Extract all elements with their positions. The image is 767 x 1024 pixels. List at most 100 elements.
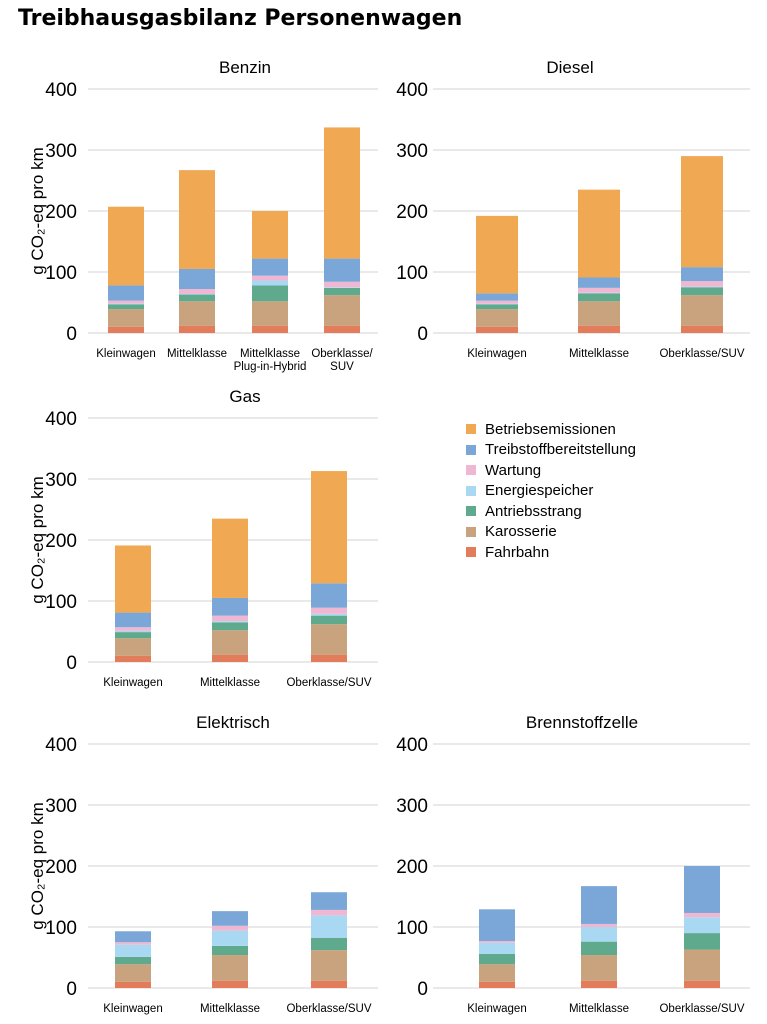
bar-segment-energiespeicher [179,293,215,295]
y-tick-label: 0 [66,653,77,674]
legend-label: Energiespeicher [485,482,594,500]
bar-segment-wartung [115,627,151,631]
bar-segment-energiespeicher [578,292,620,294]
bar-segment-wartung [681,281,723,287]
legend-item: Karosserie [466,522,636,543]
bar-segment-treibstoffbereitstellung [681,267,723,282]
bar-segment-wartung [115,942,151,945]
bar-segment-antriebsstrang [581,941,617,956]
x-tick-label: Mittelklasse [200,677,260,689]
bar-segment-treibstoffbereitstellung [108,285,144,301]
bar-segment-energiespeicher [681,286,723,288]
bar-segment-treibstoffbereitstellung [212,911,248,926]
bar-segment-karosserie [212,630,248,655]
x-tick-label: Mittelklasse [200,1003,260,1015]
bar-segment-treibstoffbereitstellung [311,583,347,608]
y-tick-label: 100 [396,263,428,284]
legend: Betriebsemissionen Treibstoffbereitstell… [466,419,636,563]
bar-segment-energiespeicher [252,280,288,286]
bar-segment-fahrbahn [324,325,360,333]
bar-segment-antriebsstrang [252,285,288,302]
bar-segment-treibstoffbereitstellung [684,866,720,913]
bar-segment-energiespeicher [476,303,518,305]
panel-title: Diesel [546,58,593,77]
legend-swatch [466,444,476,455]
bar-segment-wartung [311,607,347,614]
bar-segment-antriebsstrang [578,293,620,302]
bar-segment-wartung [252,275,288,281]
bar-segment-antriebsstrang [681,287,723,296]
bar-segment-treibstoffbereitstellung [115,612,151,628]
legend-item: Energiespeicher [466,481,636,502]
y-tick-label: 400 [45,80,77,101]
legend-item: Treibstoffbereitstellung [466,440,636,461]
legend-item: Antriebsstrang [466,501,636,522]
bar-segment-karosserie [115,638,151,656]
legend-item: Betriebsemissionen [466,419,636,440]
bar-segment-karosserie [479,964,515,982]
x-tick-label: Oberklasse/SUV [659,348,744,360]
y-tick-label: 400 [45,735,77,756]
legend-swatch [466,506,476,517]
bar-segment-karosserie [212,955,248,981]
bar-segment-karosserie [108,309,144,327]
bar-segment-treibstoffbereitstellung [578,277,620,288]
bar-segment-energiespeicher [311,915,347,938]
bar-segment-treibstoffbereitstellung [252,258,288,276]
bar-segment-fahrbahn [108,326,144,333]
x-tick-label: Kleinwagen [467,348,526,360]
y-tick-label: 0 [66,979,77,1000]
bar-segment-antriebsstrang [324,287,360,296]
bar-segment-energiespeicher [108,303,144,305]
y-tick-label: 100 [45,263,77,284]
bar-segment-fahrbahn [311,980,347,988]
bar-segment-wartung [479,941,515,943]
bar-segment-betriebsemissionen [252,211,288,259]
legend-label: Karosserie [485,523,557,541]
bar-segment-energiespeicher [324,287,360,288]
y-tick-label: 0 [417,324,428,345]
y-tick-label: 200 [396,857,428,878]
bar-segment-treibstoffbereitstellung [212,597,248,616]
y-tick-label: 400 [45,409,77,430]
bar-segment-fahrbahn [115,655,151,662]
y-axis-label: g CO₂-eq pro km [28,802,47,930]
bar-segment-energiespeicher [115,630,151,633]
bar-segment-treibstoffbereitstellung [581,886,617,924]
bar-segment-karosserie [684,949,720,981]
bar-segment-wartung [581,923,617,927]
panel-title: Elektrisch [196,713,270,732]
bar-segment-wartung [108,300,144,304]
y-tick-label: 200 [396,202,428,223]
bar-segment-fahrbahn [212,980,248,988]
bar-segment-antriebsstrang [179,294,215,302]
bar-segment-wartung [578,287,620,293]
bar-segment-antriebsstrang [115,632,151,639]
bar-segment-fahrbahn [684,980,720,988]
y-tick-label: 200 [45,202,77,223]
bar-segment-wartung [212,615,248,622]
bar-segment-karosserie [115,964,151,982]
x-tick-label: Oberklasse/ [311,348,373,360]
y-tick-label: 200 [45,857,77,878]
bar-segment-fahrbahn [115,981,151,988]
bar-segment-wartung [476,300,518,304]
y-tick-label: 100 [45,592,77,613]
y-tick-label: 100 [45,918,77,939]
bar-segment-treibstoffbereitstellung [324,258,360,282]
bar-segment-treibstoffbereitstellung [311,892,347,910]
bar-segment-antriebsstrang [311,937,347,951]
bar-segment-antriebsstrang [108,304,144,310]
legend-label: Betriebsemissionen [485,420,616,438]
y-tick-label: 300 [45,470,77,491]
bar-segment-karosserie [179,301,215,326]
y-tick-label: 100 [396,918,428,939]
bar-segment-wartung [684,912,720,918]
bar-segment-fahrbahn [179,325,215,333]
bar-segment-karosserie [324,295,360,326]
x-tick-label: Oberklasse/SUV [659,1003,744,1015]
bar-segment-fahrbahn [311,654,347,662]
x-tick-label: Kleinwagen [103,1003,162,1015]
x-tick-label: Oberklasse/SUV [286,1003,371,1015]
